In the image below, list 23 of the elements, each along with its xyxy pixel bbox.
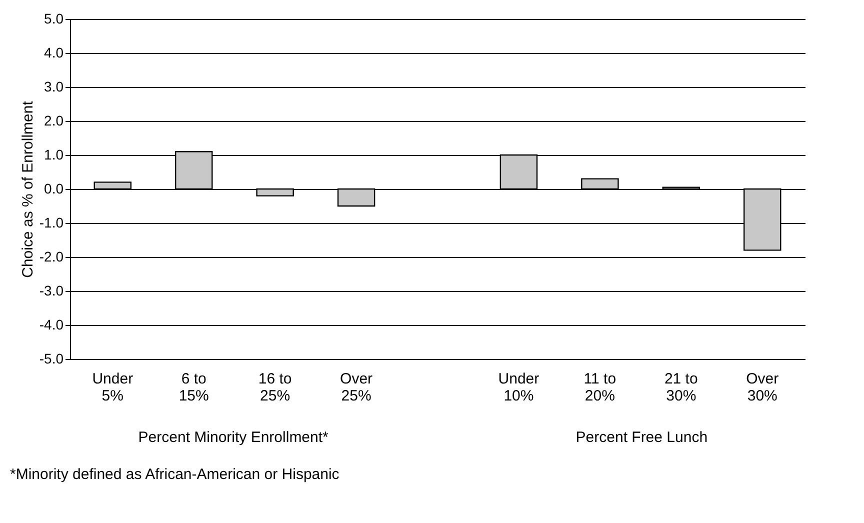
- x-tick-label: Over 25%: [340, 370, 373, 404]
- x-tick-label: 21 to 30%: [664, 370, 698, 404]
- x-tick-label: 11 to 20%: [584, 370, 616, 404]
- y-tick-label: 1.0: [44, 146, 64, 162]
- y-tick-label: -2.0: [39, 248, 64, 264]
- x-tick-label: 6 to 15%: [178, 370, 209, 404]
- y-tick-label: -3.0: [39, 282, 64, 298]
- text: *Minority defined as African-American or Hispanic: [10, 466, 340, 483]
- text: Percent Minority Enrollment*: [138, 429, 329, 446]
- x-tick-label: Under 10%: [498, 370, 540, 404]
- y-tick-label: -1.0: [39, 214, 64, 230]
- text: Percent Free Lunch: [576, 429, 708, 446]
- x-tick-label: 16 to 25%: [258, 370, 292, 404]
- y-tick-label: 5.0: [44, 10, 64, 26]
- y-axis-title: Choice as % of Enrollment: [19, 100, 36, 278]
- y-tick-label: 0.0: [44, 180, 64, 196]
- y-tick-label: 3.0: [44, 78, 64, 94]
- x-tick-label: Over 30%: [746, 370, 779, 404]
- y-tick-label: -4.0: [39, 316, 64, 332]
- y-tick-label: 4.0: [44, 44, 64, 60]
- y-tick-label: -5.0: [39, 350, 64, 366]
- x-tick-label: Under 5%: [92, 370, 134, 404]
- y-tick-label: 2.0: [44, 112, 64, 128]
